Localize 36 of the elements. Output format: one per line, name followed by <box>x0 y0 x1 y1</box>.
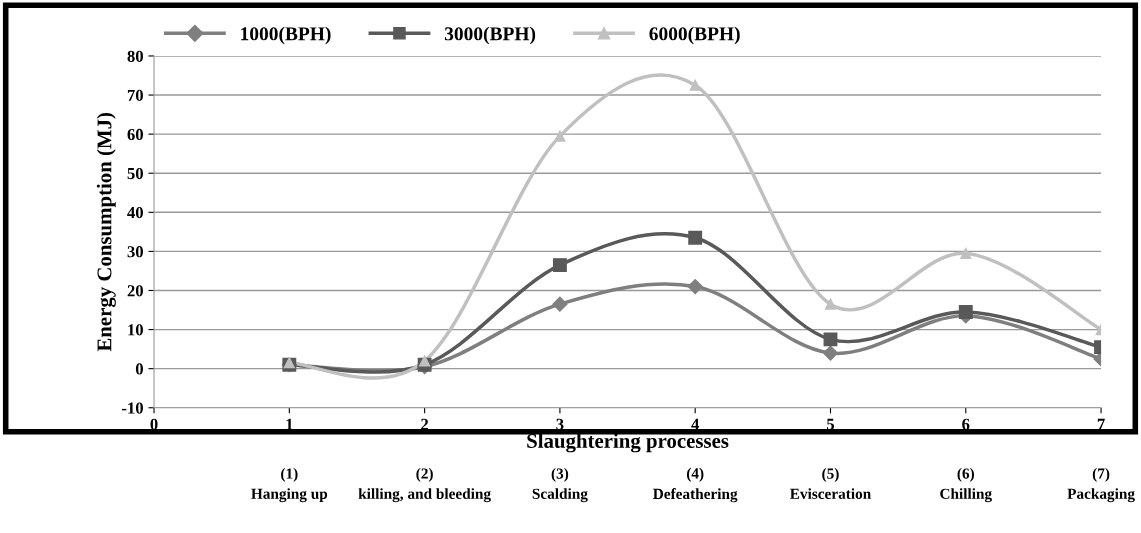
point <box>960 247 972 259</box>
y-axis-title: Energy Consumption (MJ) <box>96 112 116 352</box>
text: (6) Chilling <box>940 467 992 503</box>
legend-label: 6000(BPH) <box>649 26 740 45</box>
text: (7) Packaging <box>1067 467 1135 503</box>
point <box>554 130 566 142</box>
legend-label: 1000(BPH) <box>241 26 331 45</box>
x-tick-label: 4 <box>691 418 700 430</box>
point <box>823 332 838 347</box>
point <box>552 296 568 312</box>
y-tick-label: 0 <box>135 363 143 375</box>
x-tick-label: 0 <box>150 418 158 430</box>
point <box>822 345 839 361</box>
point <box>688 230 703 245</box>
text: (4) Defeathering <box>653 467 738 503</box>
y-tick-label: 50 <box>127 167 143 180</box>
x-axis-title: Slaughtering processes <box>527 433 729 453</box>
y-tick-label: 70 <box>127 89 143 101</box>
point <box>824 298 837 310</box>
point <box>689 79 701 91</box>
y-tick-label: 80 <box>127 50 143 62</box>
point <box>958 305 973 319</box>
y-tick-label: 10 <box>128 324 143 336</box>
legend-label: 3000(BPH) <box>444 26 536 45</box>
point <box>687 279 703 295</box>
y-tick-label: 60 <box>127 128 143 141</box>
text: (5) Evisceration <box>790 467 871 499</box>
text: (2) killing, and bleeding <box>358 467 491 503</box>
text: (3) Scalding <box>532 467 588 503</box>
y-tick-label: -10 <box>122 402 143 414</box>
text: (1) Hanging up <box>251 467 328 503</box>
point <box>552 258 567 273</box>
y-tick-label: 40 <box>127 207 143 219</box>
y-tick-label: 30 <box>127 246 143 258</box>
y-tick-label: 20 <box>127 285 143 297</box>
point <box>419 355 431 367</box>
